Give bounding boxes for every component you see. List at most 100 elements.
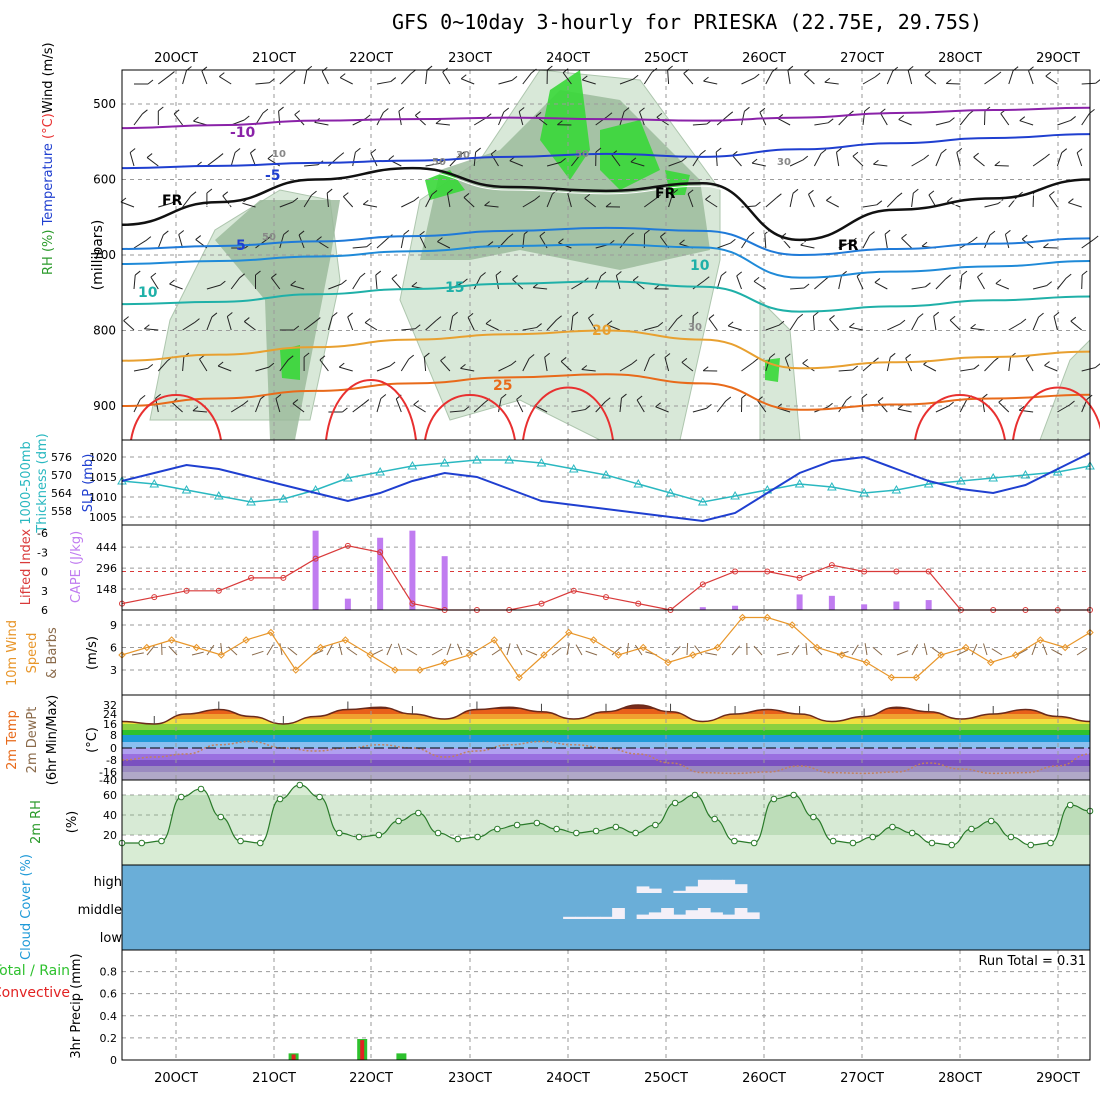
- wind-barb: [705, 198, 718, 208]
- wind-barb: [449, 155, 460, 167]
- wind-barb-flag: [1044, 153, 1050, 159]
- wind-barb: [838, 114, 849, 126]
- wind-barb: [814, 122, 829, 126]
- wind-barb: [376, 238, 388, 249]
- wind-barb: [956, 152, 961, 167]
- wind-barb-flag: [234, 148, 241, 153]
- wind-barb-flag: [480, 272, 486, 277]
- wind-barb-flag: [778, 320, 785, 326]
- wind-marker-1: [143, 643, 151, 652]
- wind-barb: [206, 316, 213, 331]
- wind-barb-flag: [851, 237, 857, 243]
- wind-barb-flag: [314, 317, 321, 322]
- cape-tick-0: 148: [96, 583, 117, 596]
- x-tick-bottom-4: 24OCT: [546, 1071, 590, 1086]
- cross-section-legend: RH (%) Temperature (°C)Wind (m/s): [41, 42, 56, 275]
- wind-barb-flag: [655, 194, 661, 200]
- wind-barb-flag: [283, 230, 289, 235]
- cloud-mid-40: [612, 908, 625, 919]
- li-marker-18: [699, 581, 706, 588]
- wind-barb: [546, 193, 553, 208]
- wind-barb-flag: [289, 70, 296, 76]
- wind-barb-flag: [664, 353, 671, 358]
- wind-barb: [619, 78, 634, 85]
- wind-marker-25: [738, 613, 747, 622]
- x-tick-top-4: 24OCT: [546, 51, 590, 66]
- wind-barb: [886, 357, 891, 372]
- wind-barb-flag: [1092, 235, 1099, 241]
- wind-barb-flag: [262, 108, 269, 114]
- wind-barb: [230, 277, 241, 290]
- wind-barb: [292, 403, 305, 413]
- wind-barb-flag: [338, 362, 345, 368]
- temp-ylabel-1: 2m Temp: [5, 710, 20, 770]
- wind-barb-flag: [424, 352, 430, 358]
- cape-bar-21: [796, 594, 803, 610]
- wind-barb: [970, 327, 985, 331]
- wind-barb-flag: [485, 319, 492, 325]
- cloud-high-43: [648, 888, 662, 893]
- wind-barb-flag: [827, 118, 834, 124]
- wind-barb-flag: [584, 405, 591, 410]
- wind-barb-flag: [861, 393, 868, 399]
- li-marker-6: [312, 555, 319, 562]
- isotherm-20: [121, 329, 1091, 370]
- x-tick-bottom-8: 28OCT: [938, 1071, 982, 1086]
- wind-barb-flag: [632, 275, 639, 281]
- slp-tick-3: 1020: [89, 451, 117, 464]
- wind-barb-flag: [759, 107, 766, 113]
- wind-barb: [977, 276, 985, 290]
- thickness-marker-8: [375, 466, 385, 476]
- surface-barb: [611, 646, 622, 656]
- contour-label-6: 25: [493, 378, 512, 394]
- wind-barb-flag: [171, 198, 178, 204]
- wind-barb-flag: [681, 156, 688, 162]
- wind-barb-flag: [776, 193, 782, 199]
- wind-barb-flag: [945, 274, 951, 280]
- rh-marker-39: [889, 823, 896, 831]
- surface-barb: [227, 646, 238, 656]
- x-tick-bottom-7: 27OCT: [840, 1071, 884, 1086]
- wind-barb: [546, 161, 561, 167]
- thickness-marker-18: [697, 496, 708, 506]
- wind-barb: [1057, 277, 1067, 290]
- freezing-level-line: [121, 166, 1091, 242]
- wind-barb-flag: [720, 271, 727, 277]
- contour-label-11: 30: [456, 150, 470, 161]
- wind-barb-flag: [725, 396, 732, 402]
- wind-barb: [352, 152, 356, 167]
- wind-barb-flag: [584, 193, 590, 199]
- temp-color-bands: [122, 705, 1090, 780]
- surface-barb: [776, 651, 789, 656]
- wind-barb: [544, 357, 548, 372]
- freezing-level-line-inner: [121, 170, 1091, 244]
- wind-barb-flag: [700, 149, 706, 155]
- wind-barb: [753, 280, 767, 290]
- surface-barb: [872, 646, 883, 656]
- wind-barb-flag: [657, 321, 664, 327]
- wind-barb-flag: [1076, 148, 1083, 154]
- thickness-marker-12: [504, 454, 515, 464]
- wind-barb: [715, 151, 718, 167]
- thickness-tick-3: 576: [51, 451, 72, 464]
- wind-barb-flag: [507, 233, 514, 239]
- surface-barb: [991, 648, 1003, 656]
- wind-barb-flag: [703, 76, 709, 82]
- temp-ylabel-2: 2m DewPt: [25, 707, 40, 774]
- wind-barb-flag: [311, 190, 317, 196]
- wind-barb-flag: [621, 393, 627, 399]
- temp-tick-0: 32: [103, 699, 117, 712]
- wind-barb: [146, 157, 159, 167]
- wind-marker-7: [292, 666, 300, 674]
- contour-label-2: 5: [236, 238, 246, 254]
- wind-barb: [123, 320, 135, 331]
- wind-barb-flag: [905, 353, 911, 359]
- wind-barb-flag: [1070, 316, 1077, 322]
- rh-marker-27: [652, 821, 659, 829]
- wind-barb: [935, 405, 949, 413]
- wind-barb-flag: [222, 191, 229, 197]
- surface-barb: [896, 650, 909, 656]
- wind-barb: [303, 194, 312, 208]
- wind-barb-flag: [366, 242, 372, 248]
- wind-barb-flag: [292, 399, 299, 404]
